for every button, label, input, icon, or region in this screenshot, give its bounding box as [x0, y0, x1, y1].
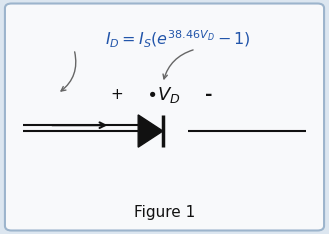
Text: -: - — [205, 86, 213, 104]
Text: $\bullet V_D$: $\bullet V_D$ — [145, 85, 180, 105]
Text: Figure 1: Figure 1 — [134, 205, 195, 220]
FancyBboxPatch shape — [5, 4, 324, 230]
Polygon shape — [138, 115, 163, 147]
Text: $I_D = I_S(e^{38.46V_D} - 1)$: $I_D = I_S(e^{38.46V_D} - 1)$ — [105, 29, 251, 50]
Text: +: + — [111, 87, 123, 102]
